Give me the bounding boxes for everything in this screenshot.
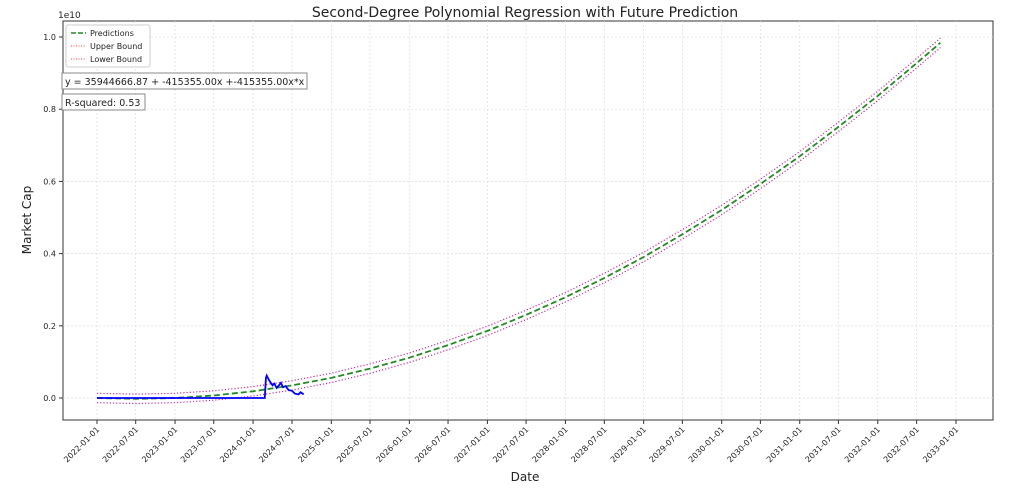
x-tick-label: 2033-01-01 — [921, 425, 960, 464]
plot-area — [62, 20, 994, 421]
y-tick-label: 1.0 — [43, 33, 56, 42]
y-offset-label: 1e10 — [58, 11, 81, 21]
x-tick-label: 2023-01-01 — [140, 425, 179, 464]
grid — [63, 21, 993, 420]
x-tick-label: 2032-01-01 — [843, 425, 882, 464]
x-tick-label: 2025-07-01 — [335, 425, 374, 464]
x-tick-label: 2024-07-01 — [257, 425, 296, 464]
x-tick-label: 2029-01-01 — [609, 425, 648, 464]
x-tick-label: 2022-07-01 — [101, 425, 140, 464]
axis-ticks: 2022-01-01 2022-07-01 2023-01-01 2023-07-01… — [43, 33, 960, 464]
legend-lower-bound: Lower Bound — [90, 55, 142, 64]
legend-upper-bound: Upper Bound — [90, 42, 142, 51]
x-tick-label: 2024-01-01 — [218, 425, 257, 464]
x-tick-label: 2026-01-01 — [375, 425, 414, 464]
upper-bound-line — [96, 37, 941, 395]
x-tick-label: 2029-07-01 — [648, 425, 687, 464]
x-tick-label: 2030-07-01 — [726, 425, 765, 464]
x-tick-label: 2025-01-01 — [296, 425, 335, 464]
equation-text: y = 35944666.87 + -415355.00x +-415355.0… — [65, 77, 305, 88]
x-tick-label: 2031-01-01 — [765, 425, 804, 464]
legend-predictions: Predictions — [90, 29, 134, 38]
x-tick-label: 2031-07-01 — [804, 425, 843, 464]
x-axis-label: Date — [511, 470, 540, 484]
predictions-line — [96, 42, 941, 400]
chart-title: Second-Degree Polynomial Regression with… — [312, 5, 738, 21]
lower-bound-line — [96, 47, 941, 405]
series-lines — [96, 37, 941, 405]
x-tick-label: 2022-01-01 — [62, 425, 101, 464]
x-tick-label: 2026-07-01 — [413, 425, 452, 464]
x-tick-label: 2030-01-01 — [687, 425, 726, 464]
y-tick-label: 0.8 — [43, 105, 56, 114]
equation-box: y = 35944666.87 + -415355.00x +-415355.0… — [61, 72, 308, 90]
r-squared-box: R-squared: 0.53 — [61, 93, 146, 111]
y-tick-label: 0.6 — [43, 177, 56, 186]
x-tick-label: 2023-07-01 — [179, 425, 218, 464]
x-tick-label: 2028-01-01 — [531, 425, 570, 464]
x-tick-label: 2028-07-01 — [569, 425, 608, 464]
y-tick-label: 0.2 — [43, 322, 56, 331]
x-tick-label: 2032-07-01 — [882, 425, 921, 464]
actual-market-cap-line — [97, 373, 305, 399]
x-tick-label: 2027-07-01 — [491, 425, 530, 464]
r-squared-text: R-squared: 0.53 — [65, 98, 140, 109]
legend: Predictions Upper Bound Lower Bound — [65, 24, 151, 68]
y-tick-label: 0.4 — [43, 250, 56, 259]
x-tick-label: 2027-01-01 — [453, 425, 492, 464]
y-axis-label: Market Cap — [20, 186, 34, 254]
y-tick-label: 0.0 — [43, 394, 56, 403]
